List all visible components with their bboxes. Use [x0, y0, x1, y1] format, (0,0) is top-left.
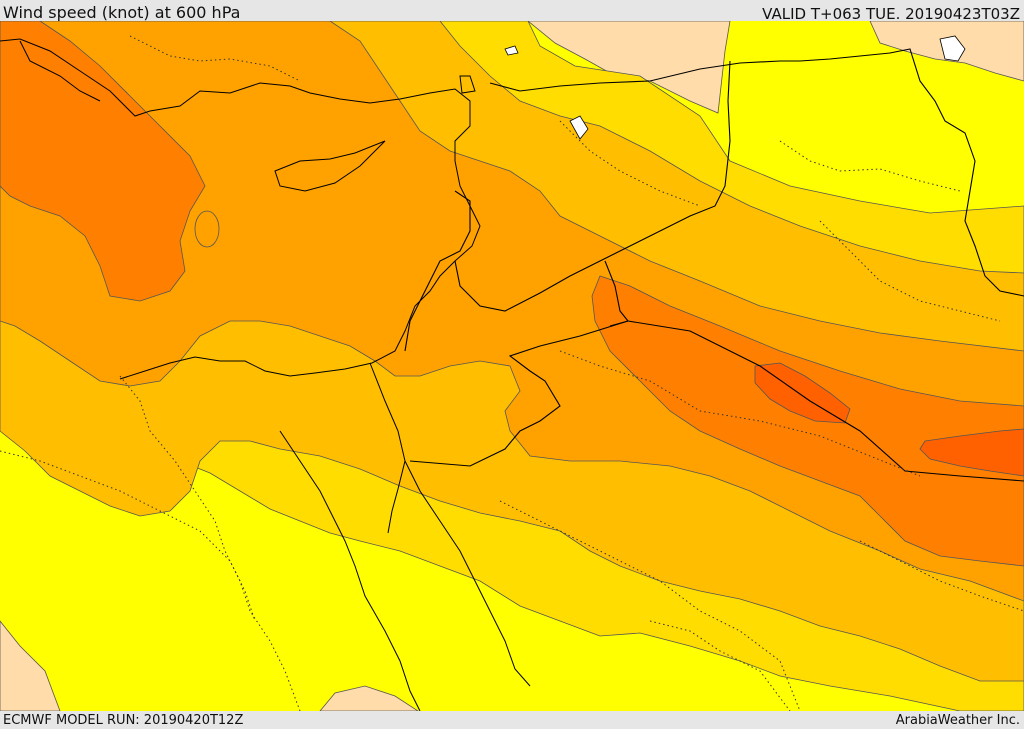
band-red-orange-1	[754, 362, 851, 424]
map-canvas	[0, 21, 1024, 711]
band-pale-ne-1	[527, 21, 731, 114]
header-bar: Wind speed (knot) at 600 hPa VALID T+063…	[0, 0, 1024, 23]
coastlines	[0, 38, 531, 711]
borders	[404, 48, 1024, 482]
valid-time: VALID T+063 TUE. 20190423T03Z	[762, 5, 1020, 23]
band-pale-s	[319, 685, 419, 711]
footer-bar: ECMWF MODEL RUN: 20190420T12Z ArabiaWeat…	[0, 711, 1024, 729]
band-deep-orange-west	[0, 21, 206, 302]
model-run: ECMWF MODEL RUN: 20190420T12Z	[3, 713, 244, 728]
band-red-orange-2	[919, 428, 1024, 477]
map-title: Wind speed (knot) at 600 hPa	[3, 3, 241, 22]
wind-speed-map	[0, 21, 1024, 711]
band-deep-orange-east	[591, 275, 1024, 567]
band-pale-sw	[0, 620, 61, 711]
band-orange-hole	[194, 210, 220, 248]
water-bodies	[504, 35, 966, 140]
admin-boundaries	[0, 35, 1024, 711]
credit: ArabiaWeather Inc.	[895, 713, 1020, 728]
